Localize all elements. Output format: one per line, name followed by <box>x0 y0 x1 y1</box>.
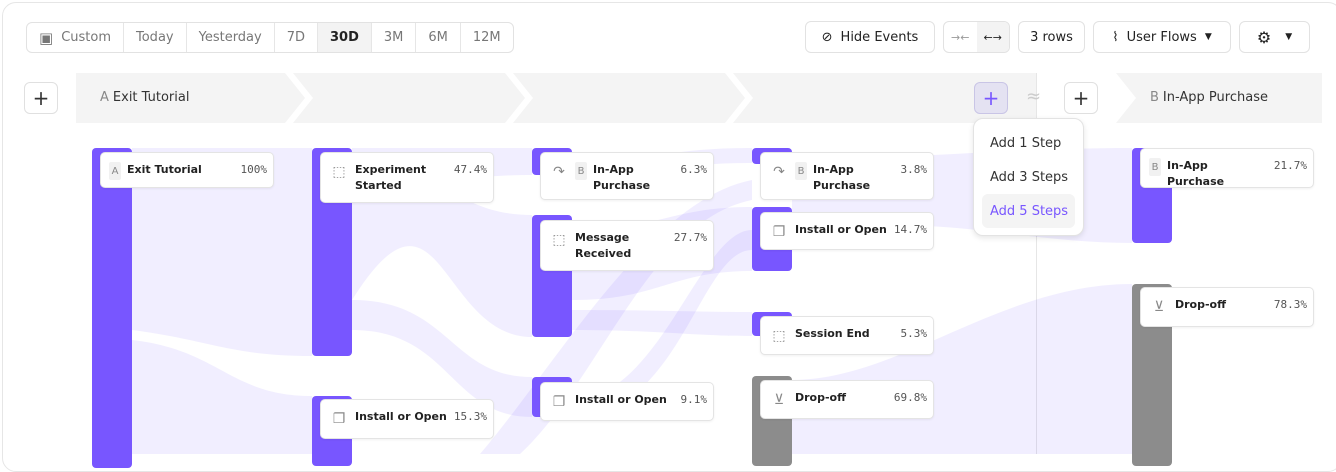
cursor-click-icon: ⬚ <box>332 164 346 180</box>
gap-icon: ≈ <box>1026 86 1042 107</box>
node-card-install-or-open[interactable]: ❐ Install or Open 9.1% <box>540 382 714 421</box>
flow-link <box>352 160 532 337</box>
copy-icon: ❐ <box>332 411 346 427</box>
arrow-down-circle-icon: ⊻ <box>1153 299 1165 315</box>
flows-icon: ⌇ <box>1112 29 1119 45</box>
node-card-install-or-open[interactable]: ❐ Install or Open 14.7% <box>760 212 934 250</box>
node-card-experiment-started[interactable]: ⬚ Experiment Started 47.4% <box>320 152 494 203</box>
copy-icon: ❐ <box>552 394 566 410</box>
node-card-in-app-purchase[interactable]: B In-App Purchase 21.7% <box>1140 148 1314 188</box>
add-steps-menu: Add 1 Step Add 3 Steps Add 5 Steps <box>973 118 1084 236</box>
node-card-in-app-purchase[interactable]: ↷ B In-App Purchase 3.8% <box>760 152 934 200</box>
node-card-in-app-purchase[interactable]: ↷ B In-App Purchase 6.3% <box>540 152 714 200</box>
chevron-down-icon: ▼ <box>1285 32 1293 42</box>
date-6m[interactable]: 6M <box>416 23 461 52</box>
gap-divider <box>1036 123 1037 454</box>
cursor-click-icon: ⬚ <box>772 328 786 344</box>
end-step-label: B In-App Purchase <box>1150 90 1268 105</box>
redirect-icon: ↷ <box>773 164 785 180</box>
menu-item-add-5-steps[interactable]: Add 5 Steps <box>982 194 1075 228</box>
flow-link <box>572 310 752 336</box>
node-card-drop-off[interactable]: ⊻ Drop-off 69.8% <box>760 380 934 419</box>
date-custom[interactable]: ▣ Custom <box>27 23 124 52</box>
date-today[interactable]: Today <box>124 23 187 52</box>
add-step-after-button[interactable]: + <box>1064 82 1098 114</box>
node-bar[interactable] <box>92 148 132 468</box>
view-selector[interactable]: ⌇ User Flows ▼ <box>1093 21 1231 53</box>
step-header-band <box>76 73 1322 123</box>
eye-off-icon: ⊘ <box>821 29 833 45</box>
node-card-message-received[interactable]: ⬚ Message Received 27.7% <box>540 220 714 271</box>
add-steps-button[interactable]: + <box>974 82 1008 114</box>
node-card-session-end[interactable]: ⬚ Session End 5.3% <box>760 316 934 355</box>
flow-link <box>352 300 532 417</box>
step-chevron <box>733 73 1036 123</box>
step-chevron <box>76 73 305 123</box>
hide-events-button[interactable]: ⊘ Hide Events <box>805 21 935 53</box>
settings-button[interactable]: ⚙ ▼ <box>1239 21 1310 53</box>
flow-link <box>572 230 752 417</box>
start-step-label: A Exit Tutorial <box>100 90 190 105</box>
step-chevron <box>513 73 745 123</box>
gear-icon: ⚙ <box>1256 27 1272 47</box>
rows-button[interactable]: 3 rows <box>1018 21 1085 53</box>
flow-link <box>132 148 312 356</box>
menu-item-add-1-step[interactable]: Add 1 Step <box>990 135 1062 151</box>
date-7d[interactable]: 7D <box>275 23 318 52</box>
menu-item-add-3-steps[interactable]: Add 3 Steps <box>990 169 1069 185</box>
cursor-click-icon: ⬚ <box>552 232 566 248</box>
redirect-icon: ↷ <box>553 164 565 180</box>
date-3m[interactable]: 3M <box>372 23 417 52</box>
arrow-down-circle-icon: ⊻ <box>773 392 785 408</box>
date-yesterday[interactable]: Yesterday <box>187 23 275 52</box>
flow-link <box>792 284 1132 454</box>
width-toggle: →← ←→ <box>943 21 1010 53</box>
flow-link <box>132 340 312 454</box>
calendar-icon: ▣ <box>39 28 54 47</box>
node-card-drop-off[interactable]: ⊻ Drop-off 78.3% <box>1140 287 1314 327</box>
date-30d[interactable]: 30D <box>318 23 372 52</box>
copy-icon: ❐ <box>772 224 786 240</box>
step-chevron <box>1116 73 1322 123</box>
collapse-icon[interactable]: →← <box>951 30 970 44</box>
chevron-down-icon: ▼ <box>1204 32 1212 42</box>
expand-icon[interactable]: ←→ <box>976 22 1009 52</box>
node-card-exit-tutorial[interactable]: A Exit Tutorial 100% <box>100 152 274 188</box>
node-card-install-or-open[interactable]: ❐ Install or Open 15.3% <box>320 399 494 439</box>
date-range-selector: ▣ Custom Today Yesterday 7D 30D 3M 6M 12M <box>26 22 514 53</box>
add-step-before-button[interactable]: + <box>24 82 58 114</box>
step-chevron <box>293 73 525 123</box>
date-12m[interactable]: 12M <box>472 30 501 45</box>
